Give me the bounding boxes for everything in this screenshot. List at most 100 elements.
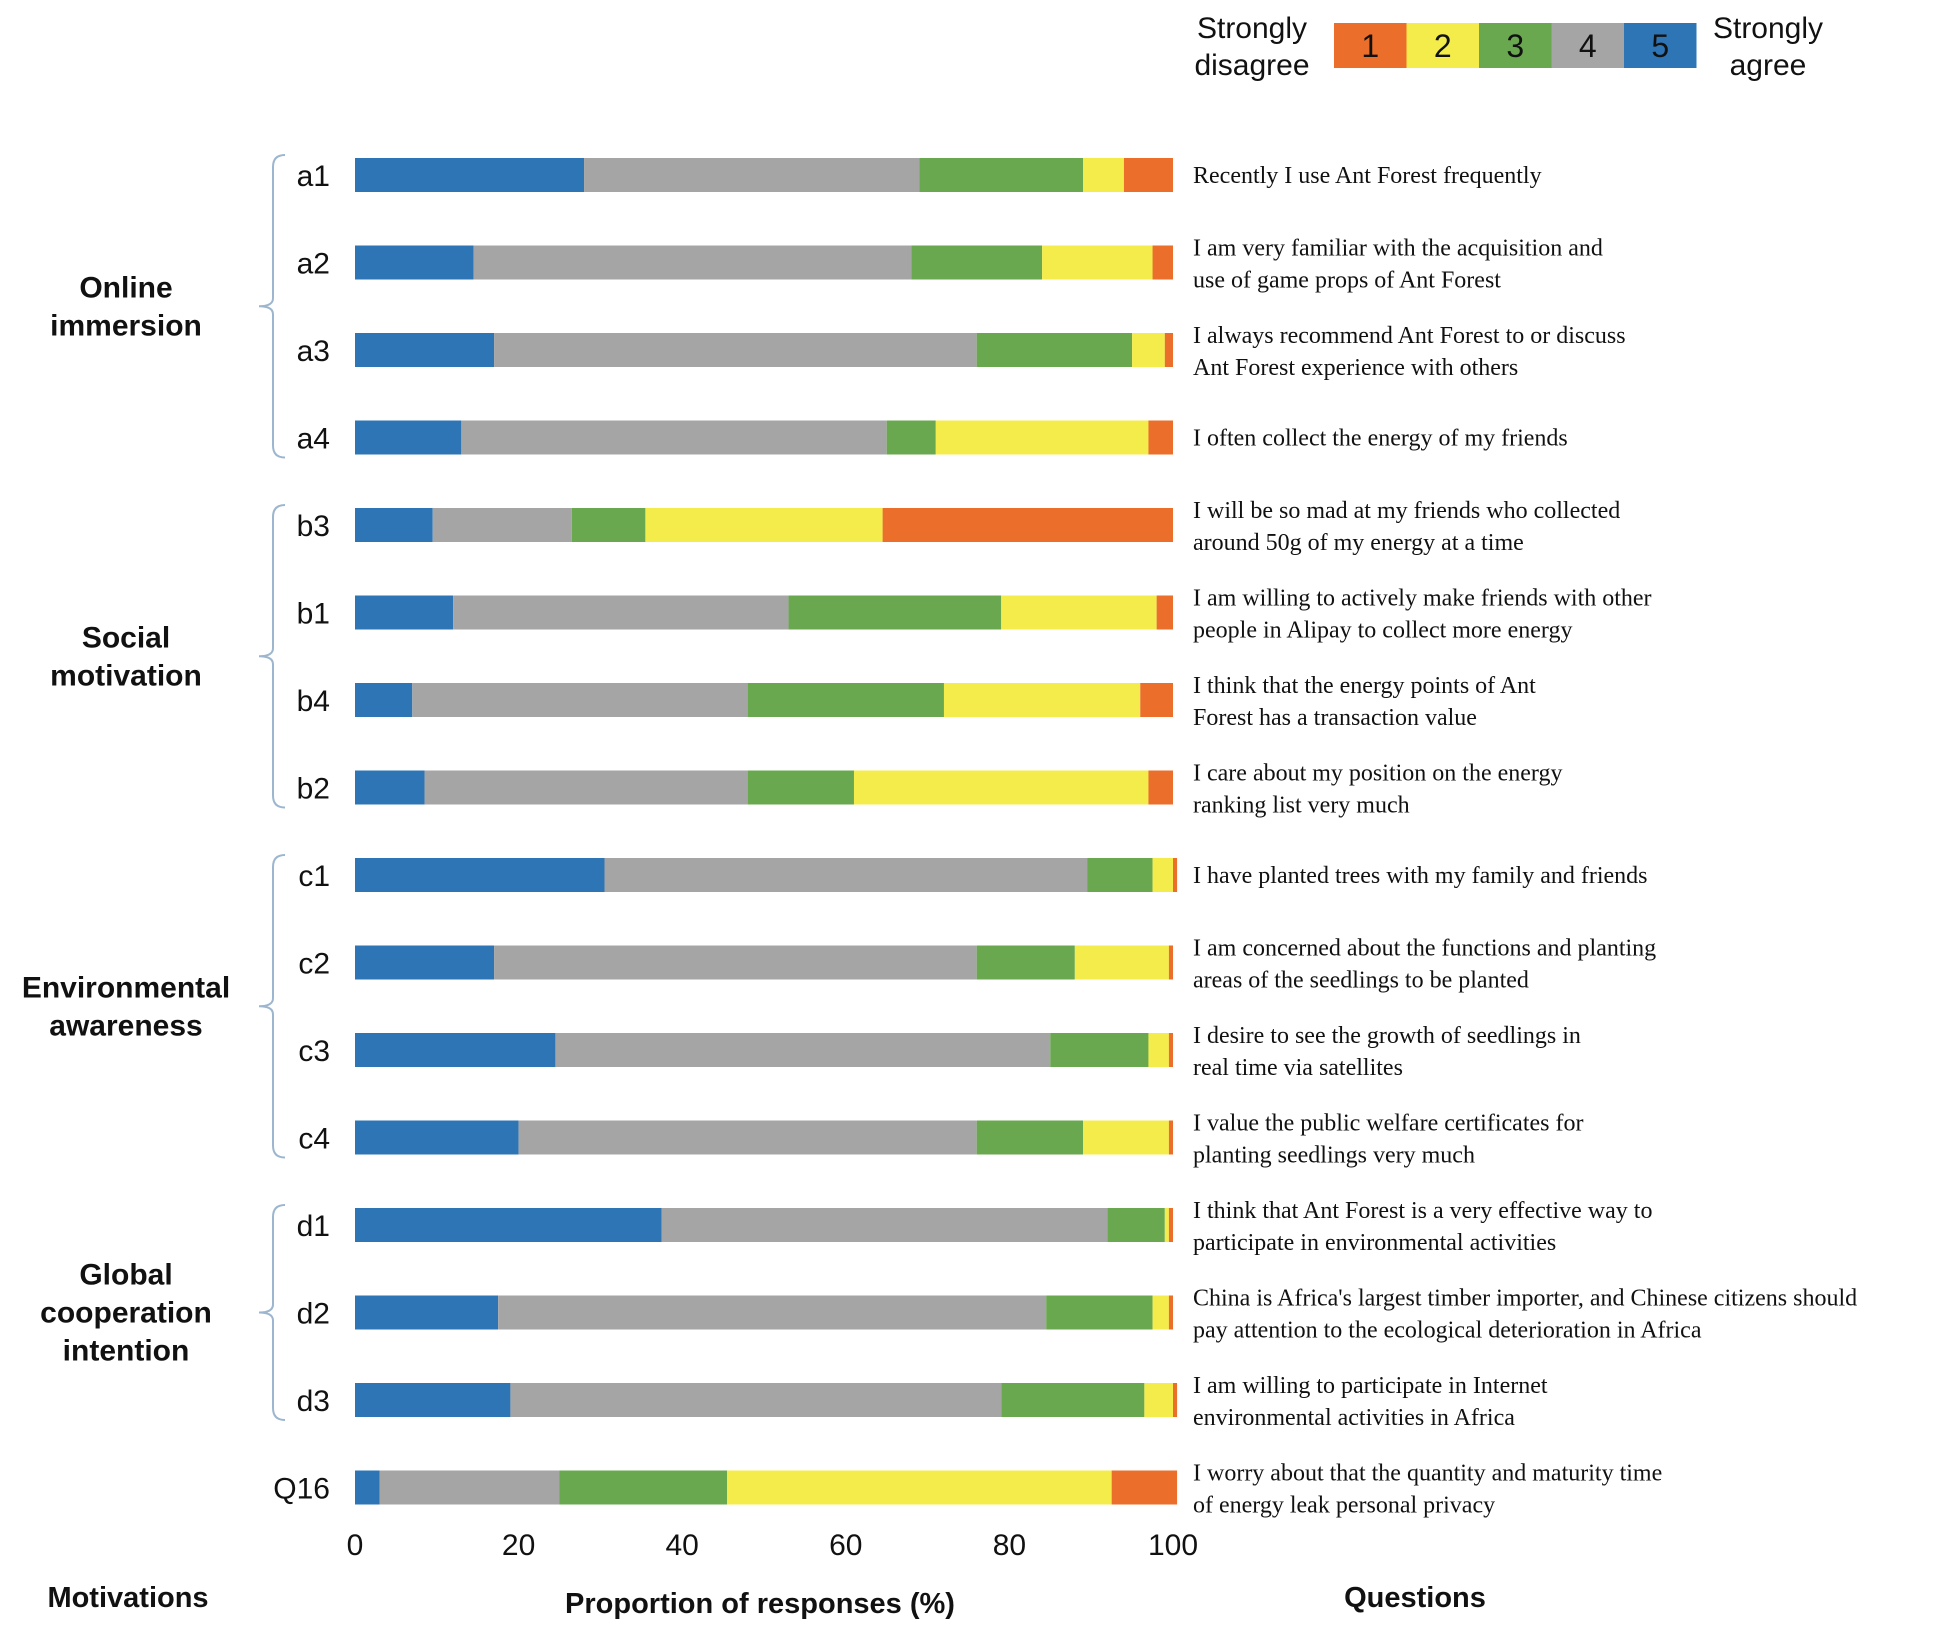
bar-segment-d2-level-1 <box>1168 1295 1173 1330</box>
question-line: participate in environmental activities <box>1193 1230 1556 1256</box>
legend-swatch-2 <box>1406 23 1479 68</box>
group-label-line: Online <box>79 271 172 304</box>
bar-segment-b2-level-1 <box>1148 770 1173 805</box>
question-text: Recently I use Ant Forest frequently <box>1193 163 1542 189</box>
bar-row-b4: b4 I think that the energy points of Ant F… <box>297 673 1537 731</box>
bar-segment-d2-level-5 <box>355 1295 499 1330</box>
group-bracket <box>258 1204 286 1421</box>
question-line: I am willing to actively make friends wi… <box>1193 586 1652 612</box>
legend-swatch-3 <box>1479 23 1552 68</box>
bar-segment-a3-level-4 <box>494 333 977 367</box>
group-label: Environmental awareness <box>22 971 230 1042</box>
group-label-line: Environmental <box>22 971 230 1004</box>
bar-segment-d1-level-1 <box>1168 1208 1173 1242</box>
row-label: a1 <box>297 160 330 193</box>
bar-segment-a4-level-1 <box>1148 420 1173 455</box>
question-line: Ant Forest experience with others <box>1193 355 1518 381</box>
questions-heading: Questions <box>1344 1582 1486 1614</box>
question-text: I am concerned about the functions and p… <box>1193 936 1656 994</box>
question-text: I am willing to actively make friends wi… <box>1193 586 1652 644</box>
group-2: Environmental awareness <box>22 854 286 1159</box>
bar-row-d1: d1 I think that Ant Forest is a very effe… <box>297 1198 1653 1256</box>
bar-segment-c4-level-1 <box>1168 1120 1173 1155</box>
bar-segment-d2-level-2 <box>1152 1295 1169 1330</box>
row-label: b3 <box>297 510 330 543</box>
bar-row-Q16: Q16 I worry about that the quantity and m… <box>273 1461 1662 1519</box>
bar-segment-b1-level-5 <box>355 595 454 630</box>
bar-segment-d3-level-1 <box>1173 1383 1178 1417</box>
group-bracket <box>258 504 286 809</box>
group-bracket <box>258 154 286 459</box>
bar-segment-b3-level-3 <box>571 508 646 542</box>
bar-segment-d2-level-3 <box>1046 1295 1153 1330</box>
legend-level-label: 3 <box>1506 28 1524 64</box>
bar-segment-a1-level-5 <box>355 158 585 192</box>
row-label: b2 <box>297 773 330 806</box>
legend-level-label: 1 <box>1361 28 1379 64</box>
bar-segment-d1-level-2 <box>1164 1208 1169 1242</box>
bar-segment-c2-level-1 <box>1168 945 1173 980</box>
group-label-line: intention <box>63 1335 190 1368</box>
x-tick-label: 0 <box>347 1529 364 1562</box>
question-line: people in Alipay to collect more energy <box>1193 618 1572 644</box>
x-axis-title: Proportion of responses (%) <box>565 1588 955 1620</box>
group-label: Online immersion <box>50 271 202 342</box>
legend-left-label-line: disagree <box>1194 49 1309 82</box>
question-text: I think that the energy points of Ant For… <box>1193 673 1536 731</box>
group-bracket <box>258 854 286 1159</box>
legend-right-label-line: Strongly <box>1713 12 1823 45</box>
bar-segment-b3-level-2 <box>645 508 883 542</box>
bar-segment-c3-level-1 <box>1168 1033 1173 1067</box>
bar-segment-c3-level-2 <box>1148 1033 1169 1067</box>
bar-segment-b2-level-2 <box>853 770 1149 805</box>
bar-segment-Q16-level-3 <box>559 1470 728 1505</box>
bar-segment-c4-level-2 <box>1083 1120 1169 1155</box>
group-label-line: immersion <box>50 309 202 342</box>
bar-segment-a1-level-4 <box>584 158 920 192</box>
bar-segment-a1-level-1 <box>1123 158 1173 192</box>
question-line: environmental activities in Africa <box>1193 1405 1515 1431</box>
legend-level-label: 4 <box>1579 28 1597 64</box>
x-tick-label: 60 <box>829 1529 862 1562</box>
bar-segment-a2-level-2 <box>1042 245 1153 280</box>
bar-row-d2: d2 China is Africa's largest timber impor… <box>297 1286 1858 1344</box>
bar-segment-b2-level-4 <box>424 770 748 805</box>
question-line: I will be so mad at my friends who colle… <box>1193 498 1620 524</box>
question-line: of energy leak personal privacy <box>1193 1493 1495 1519</box>
row-label: b4 <box>297 685 330 718</box>
group-label-line: Global <box>79 1259 172 1292</box>
row-label: c1 <box>298 860 330 893</box>
bar-segment-d2-level-4 <box>498 1295 1047 1330</box>
bar-segment-b3-level-1 <box>882 508 1173 542</box>
bar-segment-d3-level-3 <box>1001 1383 1145 1417</box>
question-line: I worry about that the quantity and matu… <box>1193 1461 1662 1487</box>
row-label: a3 <box>297 335 330 368</box>
bar-segment-c4-level-5 <box>355 1120 519 1155</box>
bar-segment-a4-level-2 <box>935 420 1149 455</box>
legend-left-label-line: Strongly <box>1197 12 1307 45</box>
bar-segment-b4-level-5 <box>355 683 413 717</box>
bar-segment-d1-level-5 <box>355 1208 662 1242</box>
question-text: I will be so mad at my friends who colle… <box>1193 498 1620 556</box>
bar-segment-c3-level-5 <box>355 1033 556 1067</box>
question-line: ranking list very much <box>1193 793 1410 819</box>
question-line: use of game props of Ant Forest <box>1193 268 1501 294</box>
bar-segment-b1-level-4 <box>453 595 789 630</box>
question-line: I care about my position on the energy <box>1193 761 1562 787</box>
bar-segment-d3-level-4 <box>510 1383 1002 1417</box>
question-line: I desire to see the growth of seedlings … <box>1193 1023 1581 1049</box>
question-line: I have planted trees with my family and … <box>1193 863 1648 889</box>
bar-segment-Q16-level-4 <box>379 1470 560 1505</box>
bar-segment-a3-level-5 <box>355 333 495 367</box>
bar-segment-a1-level-3 <box>919 158 1084 192</box>
bar-segment-d3-level-2 <box>1144 1383 1173 1417</box>
row-label: d1 <box>297 1210 330 1243</box>
bar-row-b3: b3 I will be so mad at my friends who col… <box>297 498 1621 556</box>
chart-rows: a1 Recently I use Ant Forest frequently a2… <box>273 158 1857 1519</box>
question-text: I value the public welfare certificates … <box>1193 1111 1583 1169</box>
question-line: planting seedlings very much <box>1193 1143 1475 1169</box>
bar-segment-c1-level-3 <box>1087 858 1153 892</box>
group-3: Global cooperation intention <box>40 1204 286 1421</box>
bar-segment-b4-level-1 <box>1140 683 1173 717</box>
